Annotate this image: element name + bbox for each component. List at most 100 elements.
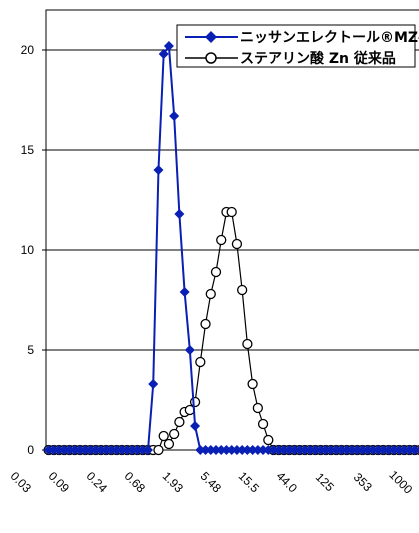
data-point-mz2 <box>331 445 342 455</box>
data-point-zn <box>200 318 211 330</box>
data-point-mz2 <box>80 445 91 455</box>
data-point-mz2 <box>352 445 363 455</box>
data-point-mz2 <box>75 445 85 455</box>
data-point-mz2 <box>153 165 164 175</box>
data-point-mz2 <box>310 445 321 455</box>
y-tick-label: 20 <box>21 43 35 57</box>
data-point-mz2 <box>242 445 253 455</box>
series-layer <box>43 41 419 456</box>
x-tick-label: 125 <box>313 470 337 494</box>
data-point-mz2 <box>216 445 227 455</box>
x-tick-label: 0.24 <box>84 469 111 496</box>
data-point-zn <box>231 238 243 250</box>
data-point-mz2 <box>54 445 65 455</box>
y-tick-label: 5 <box>27 343 34 357</box>
data-point-mz2 <box>273 445 284 455</box>
data-point-mz2 <box>341 445 352 455</box>
data-point-mz2 <box>190 421 201 431</box>
data-point-mz2 <box>116 445 127 455</box>
data-point-mz2 <box>132 445 143 455</box>
x-tick-label: 0.03 <box>8 469 35 496</box>
data-point-mz2 <box>315 445 326 455</box>
x-tick-label: 0.09 <box>46 469 73 496</box>
data-point-mz2 <box>294 445 305 455</box>
data-point-mz2 <box>184 345 195 355</box>
data-point-mz2 <box>373 445 384 455</box>
data-point-mz2 <box>415 446 419 454</box>
legend-marker-mz2 <box>205 31 217 43</box>
data-point-mz2 <box>268 445 279 455</box>
x-tick-label: 0.68 <box>122 469 149 496</box>
legend-box <box>176 24 416 68</box>
data-point-mz2 <box>95 445 106 455</box>
data-point-mz2 <box>48 445 59 455</box>
legend-label-zn: ステアリン酸 Zn 従来品 <box>240 50 396 67</box>
data-point-zn <box>210 266 222 278</box>
data-point-zn <box>263 434 274 446</box>
data-point-mz2 <box>252 445 263 455</box>
x-tick-label: 15.5 <box>236 469 263 496</box>
data-point-mz2 <box>367 445 378 455</box>
data-point-zn <box>189 396 201 408</box>
data-point-mz2 <box>226 445 237 455</box>
data-point-mz2 <box>101 445 112 455</box>
data-point-mz2 <box>106 445 117 455</box>
data-point-mz2 <box>362 445 373 455</box>
legend-label-mz2: ニッサンエレクトール®MZ-2 <box>240 30 419 46</box>
data-point-zn <box>205 288 216 300</box>
data-point-mz2 <box>174 209 185 219</box>
data-point-mz2 <box>137 445 148 455</box>
data-point-mz2 <box>378 445 389 455</box>
data-point-mz2 <box>148 379 159 389</box>
y-tick-label: 15 <box>21 143 35 157</box>
data-point-mz2 <box>320 445 331 455</box>
data-point-mz2 <box>122 445 133 455</box>
x-tick-label: 1.93 <box>160 469 187 496</box>
data-point-mz2 <box>221 445 232 455</box>
data-point-mz2 <box>247 445 258 455</box>
data-point-zn <box>237 284 248 296</box>
data-point-mz2 <box>289 445 300 455</box>
x-tick-label: 5.48 <box>198 469 225 496</box>
data-point-zn <box>252 402 263 414</box>
data-point-mz2 <box>404 445 415 455</box>
data-point-mz2 <box>111 445 122 455</box>
data-point-zn <box>163 438 175 450</box>
data-point-mz2 <box>383 445 394 455</box>
data-point-mz2 <box>336 445 347 455</box>
data-point-mz2 <box>163 41 174 51</box>
x-axis: 0.03 0.09 0.24 0.68 1.93 5.48 15.5 44.0 125 353 10… <box>8 468 416 497</box>
data-point-mz2 <box>399 445 410 455</box>
data-point-mz2 <box>179 287 190 297</box>
data-point-zn <box>153 444 164 456</box>
data-point-mz2 <box>231 445 242 455</box>
data-point-mz2 <box>279 445 289 455</box>
data-point-mz2 <box>64 445 75 455</box>
data-point-mz2 <box>43 445 54 455</box>
data-point-zn <box>247 378 258 390</box>
data-point-mz2 <box>169 111 180 121</box>
data-point-mz2 <box>357 445 368 455</box>
legend-marker-zn <box>205 52 217 64</box>
data-point-mz2 <box>200 445 211 455</box>
data-point-zn <box>195 356 206 368</box>
data-point-mz2 <box>263 445 274 455</box>
data-point-mz2 <box>59 445 70 455</box>
data-point-mz2 <box>326 445 337 455</box>
data-point-mz2 <box>305 445 316 455</box>
data-point-mz2 <box>299 445 310 455</box>
data-point-mz2 <box>195 445 206 455</box>
data-point-mz2 <box>85 445 96 455</box>
x-tick-label: 353 <box>351 470 375 494</box>
data-point-mz2 <box>237 445 248 455</box>
data-point-zn <box>242 338 253 350</box>
data-point-mz2 <box>258 445 269 455</box>
data-point-mz2 <box>205 445 216 455</box>
data-point-zn <box>174 416 185 428</box>
data-point-mz2 <box>143 445 153 455</box>
x-tick-label: 1000 <box>386 468 415 497</box>
data-point-mz2 <box>347 445 357 455</box>
data-point-mz2 <box>127 445 138 455</box>
